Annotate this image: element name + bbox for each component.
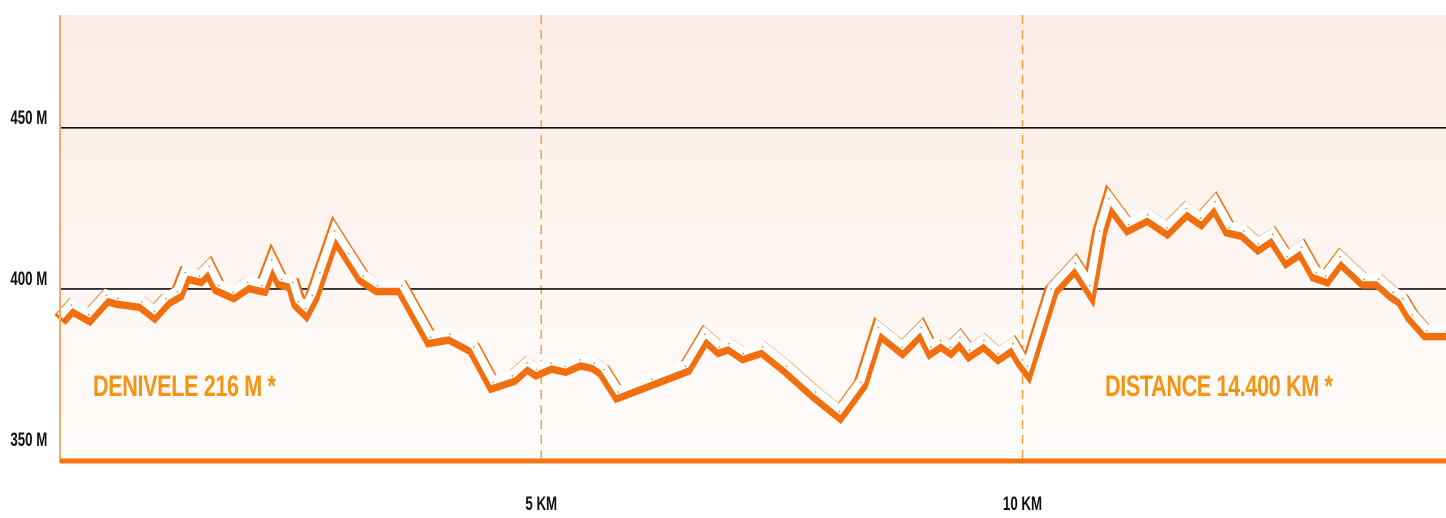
profile-point bbox=[362, 275, 364, 277]
profile-point bbox=[305, 308, 307, 310]
profile-point bbox=[1378, 279, 1380, 281]
y-tick-label: 450 M bbox=[10, 108, 47, 129]
profile-point bbox=[728, 343, 730, 345]
profile-point bbox=[141, 301, 143, 303]
profile-point bbox=[1272, 233, 1274, 235]
profile-point bbox=[593, 362, 595, 364]
profile-point bbox=[762, 346, 764, 348]
profile-point bbox=[1185, 208, 1187, 210]
profile-point bbox=[950, 346, 952, 348]
profile-point bbox=[261, 285, 263, 287]
profile-point bbox=[1426, 330, 1428, 332]
profile-point bbox=[298, 301, 300, 303]
distance-annotation: DISTANCE 14.400 KM * bbox=[1105, 368, 1334, 402]
profile-point bbox=[208, 266, 210, 268]
profile-point bbox=[526, 362, 528, 364]
profile-point bbox=[105, 295, 107, 297]
profile-point bbox=[1315, 272, 1317, 274]
profile-point bbox=[71, 304, 73, 306]
y-tick-label: 350 M bbox=[10, 430, 47, 451]
profile-point bbox=[1108, 198, 1110, 200]
profile-point bbox=[921, 327, 923, 329]
profile-point bbox=[1286, 256, 1288, 258]
profile-point bbox=[281, 279, 283, 281]
profile-point bbox=[617, 391, 619, 393]
profile-point bbox=[1012, 343, 1014, 345]
y-tick-label: 400 M bbox=[10, 269, 47, 290]
profile-point bbox=[184, 272, 186, 274]
profile-point bbox=[430, 337, 432, 339]
profile-point bbox=[603, 369, 605, 371]
profile-point bbox=[901, 346, 903, 348]
x-tick-label: 10 KM bbox=[1003, 494, 1042, 515]
profile-point bbox=[743, 353, 745, 355]
profile-point bbox=[271, 259, 273, 261]
profile-point bbox=[1147, 214, 1149, 216]
profile-point bbox=[815, 391, 817, 393]
profile-point bbox=[536, 369, 538, 371]
profile-point bbox=[1243, 230, 1245, 232]
profile-point bbox=[177, 291, 179, 293]
profile-point bbox=[311, 295, 313, 297]
profile-point bbox=[1402, 298, 1404, 300]
profile-point bbox=[512, 375, 514, 377]
profile-point bbox=[377, 285, 379, 287]
denivele-annotation: DENIVELE 216 M * bbox=[93, 368, 277, 402]
profile-point bbox=[930, 346, 932, 348]
profile-point bbox=[969, 349, 971, 351]
profile-point bbox=[839, 411, 841, 413]
profile-point bbox=[233, 291, 235, 293]
profile-point bbox=[1412, 314, 1414, 316]
profile-point bbox=[786, 366, 788, 368]
profile-point bbox=[959, 337, 961, 339]
profile-point bbox=[877, 327, 879, 329]
profile-point bbox=[1022, 359, 1024, 361]
profile-point bbox=[1339, 256, 1341, 258]
profile-point bbox=[292, 282, 294, 284]
x-tick-label: 5 KM bbox=[525, 494, 557, 515]
profile-point bbox=[550, 362, 552, 364]
profile-point bbox=[88, 314, 90, 316]
profile-point bbox=[685, 366, 687, 368]
profile-point bbox=[117, 298, 119, 300]
profile-point bbox=[1258, 243, 1260, 245]
profile-point bbox=[154, 311, 156, 313]
profile-point bbox=[579, 359, 581, 361]
profile-point bbox=[1075, 262, 1077, 264]
profile-point bbox=[199, 275, 201, 277]
profile-point bbox=[860, 382, 862, 384]
profile-point bbox=[1089, 285, 1091, 287]
profile-point bbox=[1200, 217, 1202, 219]
profile-point bbox=[449, 333, 451, 335]
profile-point bbox=[247, 282, 249, 284]
profile-point bbox=[492, 382, 494, 384]
profile-point bbox=[1099, 230, 1101, 232]
profile-point bbox=[651, 378, 653, 380]
profile-point bbox=[1392, 291, 1394, 293]
profile-point bbox=[1363, 279, 1365, 281]
profile-point bbox=[218, 285, 220, 287]
profile-point bbox=[319, 272, 321, 274]
profile-point bbox=[348, 253, 350, 255]
profile-point bbox=[1051, 288, 1053, 290]
profile-point bbox=[1325, 275, 1327, 277]
profile-point bbox=[983, 340, 985, 342]
profile-point bbox=[998, 353, 1000, 355]
profile-point bbox=[565, 366, 567, 368]
profile-point bbox=[473, 346, 475, 348]
profile-point bbox=[1128, 224, 1130, 226]
profile-point bbox=[165, 298, 167, 300]
profile-point bbox=[1027, 366, 1029, 368]
profile-point bbox=[704, 333, 706, 335]
profile-point bbox=[401, 285, 403, 287]
profile-point bbox=[719, 346, 721, 348]
profile-point bbox=[940, 340, 942, 342]
profile-point bbox=[1301, 246, 1303, 248]
profile-point bbox=[334, 230, 336, 232]
profile-point bbox=[1229, 227, 1231, 229]
profile-point bbox=[1166, 227, 1168, 229]
profile-point bbox=[1214, 201, 1216, 203]
